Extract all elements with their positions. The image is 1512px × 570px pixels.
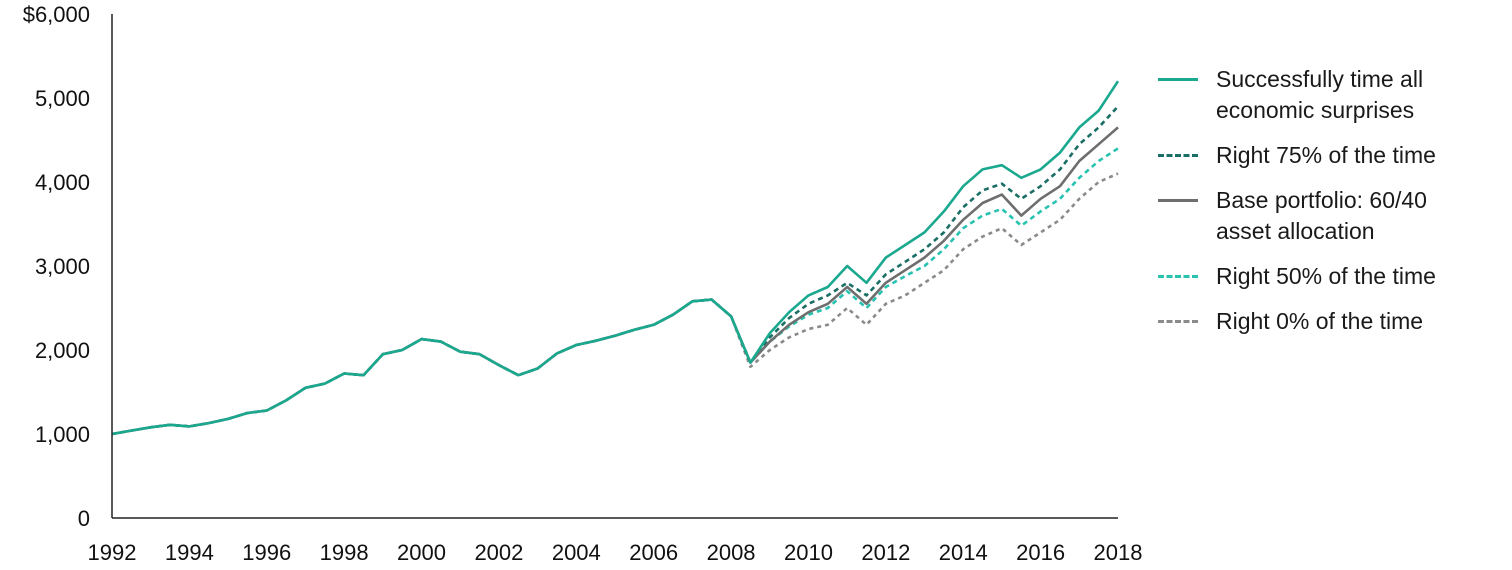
legend-swatch-right-50 (1158, 275, 1198, 278)
x-tick-label: 2018 (1094, 540, 1143, 565)
legend-swatch-all-surprises (1158, 78, 1198, 81)
x-tick-label: 2010 (784, 540, 833, 565)
series-line-2 (111, 126, 1119, 436)
legend-item-right-75: Right 75% of the time (1158, 140, 1498, 171)
y-tick-label: 5,000 (35, 86, 90, 111)
legend-item-right-50: Right 50% of the time (1158, 261, 1498, 292)
x-tick-label: 2012 (861, 540, 910, 565)
y-tick-label: $6,000 (23, 2, 90, 27)
x-tick-label: 1994 (165, 540, 214, 565)
legend-item-all-surprises: Successfully time all economic surprises (1158, 64, 1498, 126)
y-tick-label: 2,000 (35, 338, 90, 363)
legend-label-right-0: Right 0% of the time (1216, 308, 1424, 334)
legend-label-all-surprises: Successfully time all economic surprises (1216, 66, 1424, 123)
x-tick-label: 2006 (629, 540, 678, 565)
y-axis-tick-labels: 0 1,000 2,000 3,000 4,000 5,000 $6,000 (23, 2, 90, 531)
legend-label-right-50: Right 50% of the time (1216, 263, 1436, 289)
x-tick-label: 2016 (1016, 540, 1065, 565)
x-tick-label: 1998 (320, 540, 369, 565)
legend-item-right-0: Right 0% of the time (1158, 306, 1498, 337)
legend-swatch-right-0 (1158, 320, 1198, 323)
legend-label-base-portfolio: Base portfolio: 60/40 asset allocation (1216, 187, 1427, 244)
y-tick-label: 3,000 (35, 254, 90, 279)
x-tick-label: 1996 (242, 540, 291, 565)
legend-item-base-portfolio: Base portfolio: 60/40 asset allocation (1158, 185, 1498, 247)
x-tick-label: 2014 (939, 540, 988, 565)
x-tick-label: 1992 (88, 540, 137, 565)
x-tick-label: 2000 (397, 540, 446, 565)
chart-legend: Successfully time all economic surprises… (1158, 64, 1498, 351)
series-line-3 (111, 147, 1119, 436)
y-tick-label: 1,000 (35, 422, 90, 447)
series-line-1 (111, 105, 1119, 436)
y-tick-label: 0 (78, 506, 90, 531)
legend-swatch-right-75 (1158, 154, 1198, 157)
x-tick-label: 2004 (552, 540, 601, 565)
x-tick-label: 2002 (474, 540, 523, 565)
series-line-0 (111, 80, 1120, 436)
x-axis-tick-labels: 1992 1994 1996 1998 2000 2002 2004 2006 2008 2010… (88, 540, 1143, 565)
legend-swatch-base-portfolio (1158, 199, 1198, 202)
legend-label-right-75: Right 75% of the time (1216, 142, 1436, 168)
y-tick-label: 4,000 (35, 170, 90, 195)
series-lines (111, 80, 1120, 436)
x-tick-label: 2008 (707, 540, 756, 565)
series-line-4 (111, 172, 1119, 436)
